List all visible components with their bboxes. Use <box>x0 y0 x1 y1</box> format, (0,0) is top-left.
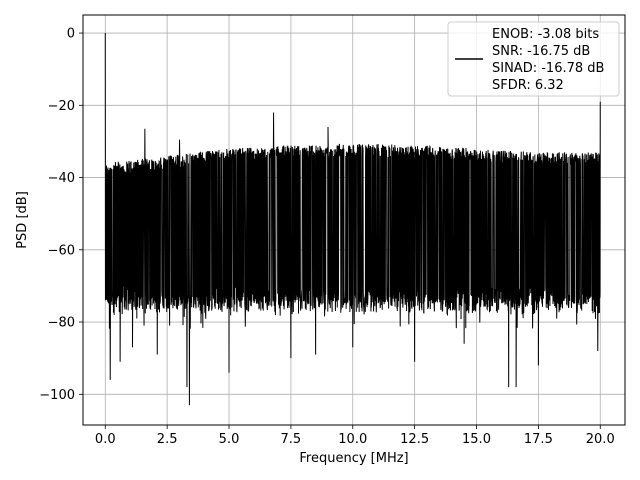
x-tick-label: 7.5 <box>281 432 302 447</box>
y-tick-label: −60 <box>48 243 75 258</box>
y-tick-label: −40 <box>48 171 75 186</box>
x-axis-label: Frequency [MHz] <box>299 451 408 466</box>
legend-line-3: SINAD: -16.78 dB <box>492 61 604 76</box>
x-tick-label: 15.0 <box>462 432 491 447</box>
legend-box <box>447 21 620 97</box>
series-line <box>104 33 601 406</box>
legend-line-2: SNR: -16.75 dB <box>492 44 590 59</box>
x-tick-label: 20.0 <box>586 432 615 447</box>
legend-label: ENOB: -3.08 bits SNR: -16.75 dB SINAD: -16… <box>492 27 604 93</box>
y-axis-ticks: 0 −20 −40 −60 −80 −100 <box>39 27 83 403</box>
x-tick-label: 17.5 <box>524 432 553 447</box>
legend-line-4: SFDR: 6.32 <box>492 78 564 93</box>
x-tick-label: 10.0 <box>338 432 367 447</box>
y-axis-label: PSD [dB] <box>15 191 30 249</box>
x-tick-label: 5.0 <box>219 432 240 447</box>
x-tick-label: 0.0 <box>95 432 116 447</box>
x-axis-ticks: 0.0 2.5 5.0 7.5 10.0 12.5 15.0 17.5 20.0 <box>95 425 615 447</box>
y-tick-label: 0 <box>67 27 75 42</box>
y-tick-label: −80 <box>48 316 75 331</box>
y-tick-label: −20 <box>48 99 75 114</box>
x-tick-label: 2.5 <box>157 432 178 447</box>
y-tick-label: −100 <box>39 388 75 403</box>
legend-line-1: ENOB: -3.08 bits <box>492 27 599 42</box>
legend: ENOB: -3.08 bits SNR: -16.75 dB SINAD: -16… <box>447 21 620 97</box>
x-tick-label: 12.5 <box>400 432 429 447</box>
plot-frame <box>82 14 626 426</box>
series-area <box>104 33 601 406</box>
